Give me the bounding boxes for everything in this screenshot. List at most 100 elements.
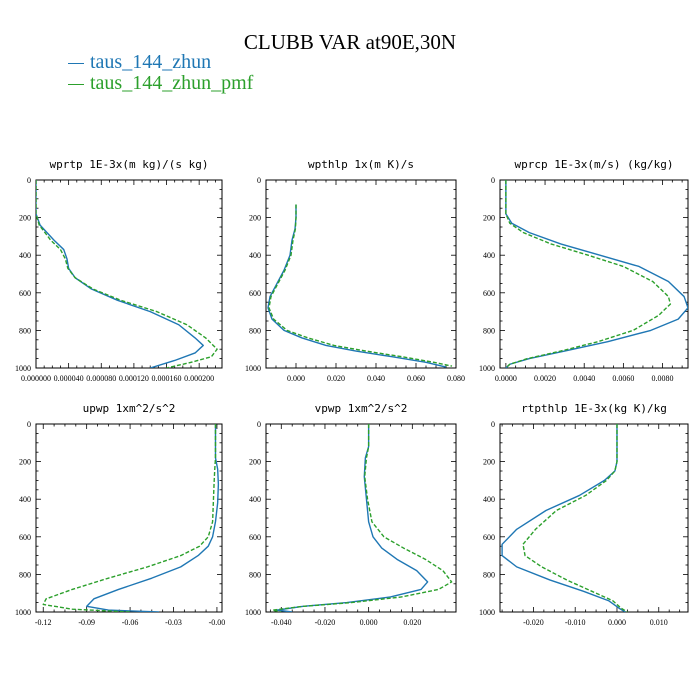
legend-item-zhun-pmf: taus_144_zhun_pmf — [68, 72, 253, 95]
panel-title: wprtp 1E-3x(m kg)/(s kg) — [50, 158, 209, 171]
y-tick-label: 600 — [249, 533, 261, 542]
series-line-zhun-pmf — [268, 204, 453, 367]
series-line-zhun-pmf — [522, 424, 628, 612]
x-tick-label: 0.000120 — [119, 374, 149, 383]
plot-frame — [265, 179, 457, 369]
x-tick-label: 0.0040 — [573, 374, 595, 383]
x-tick-label: 0.000200 — [184, 374, 214, 383]
x-tick-label: 0.000000 — [21, 374, 51, 383]
x-tick-label: 0.000 — [608, 618, 626, 627]
chart-panel-5: vpwp 1xm^2/s^2 0 200 400 600 800 1000 -0.040 -0.… — [245, 402, 457, 627]
series-line-zhun — [85, 424, 220, 612]
y-tick-label: 400 — [19, 495, 31, 504]
x-tick-label: -0.12 — [35, 618, 52, 627]
plot-frame — [35, 179, 223, 369]
y-tick-label: 1000 — [479, 364, 495, 373]
panel-title: upwp 1xm^2/s^2 — [83, 402, 176, 415]
chart-panel-2: wpthlp 1x(m K)/s 0 200 400 600 800 1000 0.000 0.… — [245, 158, 465, 383]
y-tick-label: 600 — [19, 289, 31, 298]
x-tick-label: -0.03 — [165, 618, 182, 627]
y-tick-label: 400 — [483, 251, 495, 260]
legend-label: taus_144_zhun — [90, 51, 212, 73]
x-tick-label: 0.000040 — [54, 374, 84, 383]
plot-frame — [265, 423, 457, 613]
x-tick-label: 0.080 — [447, 374, 465, 383]
figure-title: CLUBB VAR at90E,30N — [243, 30, 457, 54]
y-tick-label: 1000 — [479, 608, 495, 617]
y-tick-label: 600 — [483, 533, 495, 542]
x-tick-label: 0.040 — [367, 374, 385, 383]
plot-frame — [35, 423, 223, 613]
y-tick-label: 800 — [483, 570, 495, 579]
series-line-zhun — [276, 424, 429, 612]
y-tick-label: 600 — [483, 289, 495, 298]
y-tick-label: 200 — [249, 458, 261, 467]
panel-title: vpwp 1xm^2/s^2 — [315, 402, 408, 415]
series-line-zhun-pmf — [42, 424, 217, 612]
x-tick-label: 0.010 — [650, 618, 668, 627]
x-tick-label: -0.010 — [565, 618, 586, 627]
y-tick-label: 400 — [19, 251, 31, 260]
plot-frame — [499, 179, 689, 369]
y-tick-label: 1000 — [15, 608, 31, 617]
series-line-zhun — [501, 424, 626, 612]
y-tick-label: 200 — [19, 214, 31, 223]
legend-swatch — [68, 83, 84, 85]
x-tick-label: -0.020 — [523, 618, 544, 627]
y-tick-label: 0 — [27, 176, 31, 185]
x-tick-label: 0.0060 — [612, 374, 634, 383]
x-tick-label: -0.020 — [315, 618, 336, 627]
series-line-zhun-pmf — [271, 424, 453, 612]
plot-frame — [499, 423, 689, 613]
y-tick-label: 800 — [19, 326, 31, 335]
panel-title: rtpthlp 1E-3x(kg K)/kg — [521, 402, 667, 415]
x-tick-label: -0.040 — [271, 618, 292, 627]
legend-label: taus_144_zhun_pmf — [90, 72, 254, 94]
panel-title: wprcp 1E-3x(m/s) (kg/kg) — [515, 158, 674, 171]
y-tick-label: 400 — [483, 495, 495, 504]
x-tick-label: 0.0080 — [652, 374, 674, 383]
y-tick-label: 200 — [483, 458, 495, 467]
chart-panel-1: wprtp 1E-3x(m kg)/(s kg) 0 200 400 600 800 100… — [15, 158, 223, 383]
y-tick-label: 800 — [249, 570, 261, 579]
x-tick-label: -0.09 — [78, 618, 95, 627]
chart-panel-3: wprcp 1E-3x(m/s) (kg/kg) 0 200 400 600 800 100… — [479, 158, 689, 383]
x-tick-label: 0.000160 — [152, 374, 182, 383]
x-tick-label: 0.020 — [403, 618, 421, 627]
legend-item-zhun: taus_144_zhun — [68, 51, 211, 74]
y-tick-label: 0 — [257, 176, 261, 185]
x-tick-label: 0.000080 — [86, 374, 116, 383]
x-tick-label: -0.06 — [122, 618, 139, 627]
y-tick-label: 800 — [483, 326, 495, 335]
panel-title: wpthlp 1x(m K)/s — [308, 158, 414, 171]
y-tick-label: 600 — [249, 289, 261, 298]
y-tick-label: 400 — [249, 251, 261, 260]
x-tick-label: -0.00 — [209, 618, 226, 627]
y-tick-label: 0 — [257, 420, 261, 429]
y-tick-label: 0 — [27, 420, 31, 429]
series-line-zhun — [36, 180, 204, 368]
x-tick-label: 0.000 — [287, 374, 305, 383]
legend-swatch — [68, 62, 84, 64]
chart-panel-4: upwp 1xm^2/s^2 0 200 400 600 800 1000 -0.12 -0.0… — [15, 402, 225, 627]
x-tick-label: 0.020 — [327, 374, 345, 383]
y-tick-label: 1000 — [245, 608, 261, 617]
y-tick-label: 1000 — [245, 364, 261, 373]
series-line-zhun — [505, 180, 688, 368]
y-tick-label: 200 — [249, 214, 261, 223]
y-tick-label: 0 — [491, 176, 495, 185]
y-tick-label: 400 — [249, 495, 261, 504]
y-tick-label: 600 — [19, 533, 31, 542]
y-tick-label: 800 — [249, 326, 261, 335]
y-tick-label: 800 — [19, 570, 31, 579]
x-tick-label: 0.0020 — [534, 374, 556, 383]
y-tick-label: 200 — [483, 214, 495, 223]
x-tick-label: 0.000 — [360, 618, 378, 627]
chart-panel-6: rtpthlp 1E-3x(kg K)/kg 0 200 400 600 800 1000 -… — [479, 402, 689, 627]
x-tick-label: 0.0000 — [495, 374, 517, 383]
x-tick-label: 0.060 — [407, 374, 425, 383]
series-line-zhun-pmf — [36, 180, 218, 368]
series-line-zhun-pmf — [505, 180, 672, 368]
y-tick-label: 0 — [491, 420, 495, 429]
